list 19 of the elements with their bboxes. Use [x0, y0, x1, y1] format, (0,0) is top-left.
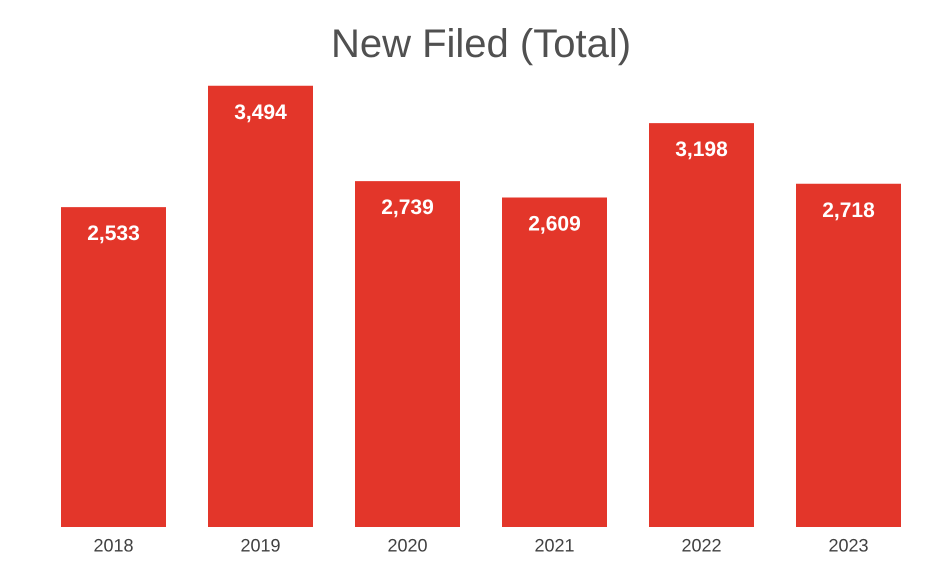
- chart-title: New Filed (Total): [330, 22, 632, 66]
- bar: [61, 207, 166, 527]
- x-tick-label: 2019: [240, 536, 281, 556]
- x-tick-label: 2018: [93, 536, 134, 556]
- data-label: 3,494: [234, 100, 288, 124]
- data-label: 2,739: [381, 196, 434, 220]
- bar: [208, 86, 313, 527]
- data-label: 2,533: [87, 222, 140, 246]
- data-label: 3,198: [675, 138, 728, 162]
- x-tick-label: 2023: [828, 536, 869, 556]
- x-tick-label: 2022: [681, 536, 722, 556]
- bar: [502, 198, 607, 527]
- x-tick-label: 2021: [534, 536, 575, 556]
- data-label: 2,609: [528, 212, 581, 236]
- bar: [649, 123, 754, 527]
- bar: [355, 181, 460, 527]
- bar: [796, 184, 901, 527]
- data-label: 2,718: [822, 198, 876, 222]
- x-tick-label: 2020: [387, 536, 428, 556]
